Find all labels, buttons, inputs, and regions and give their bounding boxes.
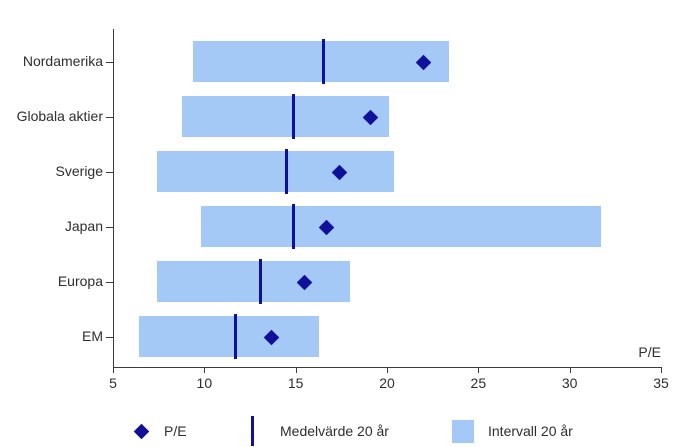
y-axis-line	[113, 29, 114, 368]
x-axis-tick	[204, 367, 206, 373]
legend-label: P/E	[164, 423, 187, 439]
x-tick-label: 30	[561, 375, 578, 391]
x-axis-title: P/E	[638, 344, 661, 360]
mean-marker	[233, 314, 237, 359]
x-tick-label: 20	[379, 375, 395, 391]
interval-bar	[156, 151, 395, 192]
mean-marker	[321, 39, 325, 84]
x-axis-tick	[295, 367, 297, 373]
mean-marker	[292, 94, 296, 139]
x-axis-tick	[478, 367, 480, 373]
x-tick-label: 5	[109, 375, 117, 391]
y-axis-tick	[106, 172, 113, 173]
x-axis-tick	[113, 367, 114, 373]
legend-vline-icon	[251, 416, 254, 446]
interval-bar	[156, 261, 351, 302]
x-tick-label: 25	[470, 375, 487, 391]
mean-marker	[259, 259, 263, 304]
interval-bar	[138, 316, 320, 357]
category-label: Sverige	[55, 163, 103, 179]
interval-bar	[193, 41, 450, 82]
category-label: Globala aktier	[16, 108, 103, 124]
mean-marker	[292, 204, 296, 249]
mean-marker	[285, 149, 289, 194]
legend-item: P/E	[133, 416, 187, 446]
category-label: Japan	[64, 218, 103, 234]
legend-item: Medelvärde 20 år	[251, 416, 389, 446]
x-tick-label: 10	[196, 375, 213, 391]
category-label: Europa	[57, 273, 103, 289]
y-axis-tick	[106, 62, 113, 63]
legend-label: Medelvärde 20 år	[280, 423, 389, 439]
category-label: EM	[82, 328, 103, 344]
x-tick-label: 35	[653, 375, 669, 391]
x-axis-tick	[661, 367, 662, 373]
interval-bar	[182, 96, 389, 137]
interval-bar	[200, 206, 601, 247]
y-axis-tick	[106, 337, 113, 338]
x-tick-label: 15	[287, 375, 304, 391]
legend-item: Intervall 20 år	[452, 416, 573, 446]
x-axis-tick	[569, 367, 571, 373]
x-axis-tick	[387, 367, 388, 373]
legend-square-icon	[452, 419, 474, 443]
legend-label: Intervall 20 år	[488, 423, 573, 439]
legend-diamond-icon	[133, 423, 150, 439]
y-axis-tick	[106, 117, 113, 118]
y-axis-tick	[106, 227, 113, 228]
category-label: Nordamerika	[22, 53, 103, 69]
y-axis-tick	[106, 282, 113, 283]
